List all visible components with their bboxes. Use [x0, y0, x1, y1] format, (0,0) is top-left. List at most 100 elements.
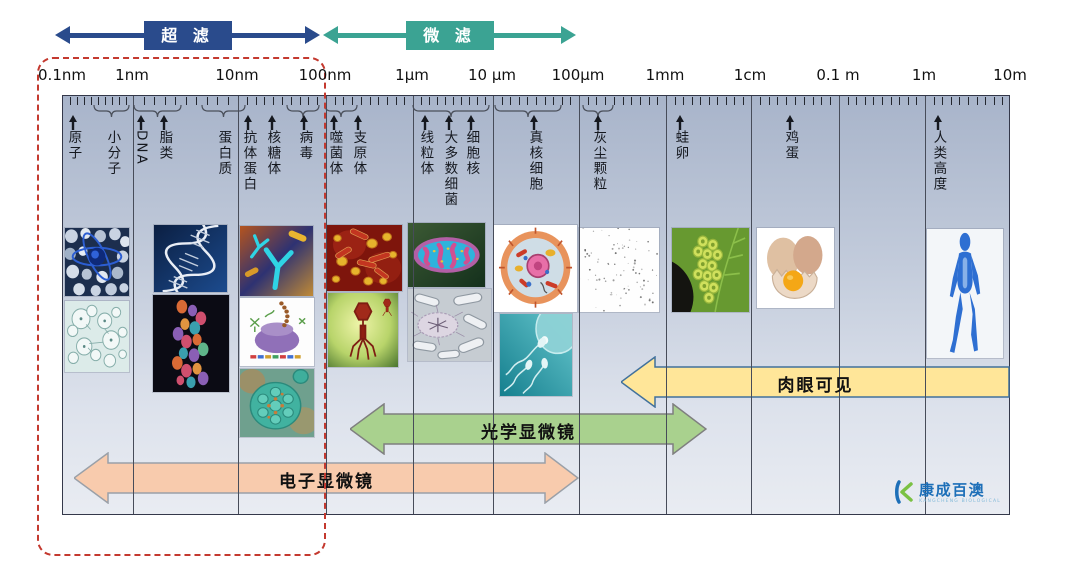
- ruler-tick: [290, 97, 292, 105]
- ruler-tick: [639, 97, 641, 105]
- decade-divider: [666, 96, 667, 514]
- decade-divider: [579, 96, 580, 514]
- ruler-tick: [847, 97, 849, 105]
- ruler-tick: [734, 97, 735, 105]
- scale-label: 0.1nm: [38, 66, 86, 84]
- ruler-tick: [890, 97, 892, 105]
- ruler-tick: [119, 97, 120, 105]
- kangcheng-logo: 康成百澳 KANGCHENG BIOLOGICAL: [893, 479, 1001, 509]
- ruler-tick: [334, 97, 336, 105]
- up-arrow-icon: [933, 115, 943, 130]
- item-marker: 蛙卵: [671, 115, 689, 161]
- up-arrow-icon: [136, 115, 146, 130]
- ruler-tick: [691, 97, 693, 105]
- naked-eye-range-arrow-label: 肉眼可见: [777, 376, 854, 396]
- ruler-tick: [759, 97, 761, 105]
- item-label: 灰尘颗粒: [590, 130, 607, 192]
- scale-chart: 康成百澳 KANGCHENG BIOLOGICAL 原子 小分子 DNA 脂类 蛋白质抗…: [62, 95, 1010, 515]
- ruler-tick: [725, 97, 727, 105]
- ruler-tick: [830, 97, 832, 105]
- ruler-tick: [437, 97, 438, 105]
- scale-label: 100nm: [298, 66, 352, 84]
- logo-company-name: 康成百澳: [919, 481, 986, 500]
- ruler-tick: [185, 97, 187, 105]
- ruler-tick: [587, 97, 589, 105]
- ruler-tick: [786, 97, 788, 105]
- scale-label: 10m: [993, 66, 1027, 84]
- ruler-tick: [536, 97, 537, 105]
- ultrafiltration-label: 超 滤: [143, 21, 232, 50]
- protein-structure-image: [153, 295, 229, 392]
- ruler-tick: [485, 97, 486, 105]
- item-label: 真核细胞: [526, 130, 543, 192]
- up-arrow-icon: [444, 115, 454, 130]
- ruler-tick: [352, 97, 354, 105]
- item-label: 人类高度: [930, 130, 947, 192]
- ruler-tick: [631, 97, 633, 105]
- human-body-image: [927, 229, 1003, 358]
- item-marker: 大多数细菌: [440, 115, 458, 208]
- ultrafiltration-arrowhead-left: [55, 26, 70, 44]
- ruler-tick: [282, 97, 283, 105]
- up-arrow-icon: [466, 115, 476, 130]
- ruler-tick: [421, 97, 422, 105]
- ruler-tick: [154, 97, 155, 105]
- bacteriophage-image: [328, 293, 398, 367]
- ruler-tick: [933, 97, 935, 105]
- decade-divider: [925, 96, 926, 514]
- item-marker: 人类高度: [929, 115, 947, 192]
- ruler-tick: [445, 97, 446, 105]
- item-marker: 鸡蛋: [781, 115, 799, 161]
- ruler-tick: [570, 97, 572, 105]
- ruler-tick: [683, 97, 684, 105]
- item-label: 噬菌体: [326, 130, 343, 177]
- ruler-tick: [112, 97, 113, 105]
- ruler-tick: [812, 97, 814, 105]
- up-arrow-icon: [299, 115, 309, 130]
- kangcheng-logo-icon: [893, 479, 915, 509]
- ruler-tick: [196, 97, 197, 105]
- ruler-tick: [105, 97, 106, 105]
- decade-divider: [413, 96, 414, 514]
- ruler-tick: [795, 97, 796, 105]
- ruler-tick: [821, 97, 823, 105]
- scale-label: 100μm: [551, 66, 605, 84]
- item-label: 小分子: [104, 130, 121, 177]
- microfiltration-label: 微 滤: [405, 21, 494, 50]
- ruler-tick: [461, 97, 462, 105]
- atom-model-image: [65, 228, 129, 296]
- decade-divider: [839, 96, 840, 514]
- ruler-tick: [596, 97, 598, 105]
- ruler-tick: [561, 97, 563, 105]
- ruler-tick: [217, 97, 218, 105]
- decade-divider: [238, 96, 239, 514]
- item-marker: 支原体: [349, 115, 367, 177]
- ruler-tick: [264, 97, 266, 105]
- item-marker: DNA: [132, 115, 150, 166]
- scale-label: 10 μm: [467, 66, 517, 84]
- ruler-tick: [803, 97, 805, 105]
- mitochondria-image: [408, 223, 485, 287]
- ruler-tick: [985, 97, 987, 105]
- microfiltration-arrowhead-right: [561, 26, 576, 44]
- up-arrow-icon: [329, 115, 339, 130]
- item-label: 脂类: [156, 130, 173, 161]
- scale-label: 1m: [911, 66, 937, 84]
- logo-company-subtext: KANGCHENG BIOLOGICAL: [919, 499, 1001, 505]
- scale-label: 1mm: [645, 66, 685, 84]
- ruler-tick: [453, 97, 454, 105]
- item-marker: 细胞核: [462, 115, 480, 177]
- item-marker: 线粒体: [416, 115, 434, 177]
- item-label: 线粒体: [417, 130, 434, 177]
- up-arrow-icon: [675, 115, 685, 130]
- ruler-tick: [175, 97, 176, 105]
- up-arrow-icon: [785, 115, 795, 130]
- up-arrow-icon: [529, 115, 539, 130]
- item-label: 大多数细菌: [441, 130, 458, 208]
- decade-divider: [751, 96, 752, 514]
- ruler-tick: [700, 97, 701, 105]
- antibody-image: [240, 226, 313, 296]
- ribosome-diagram-image: [240, 298, 314, 366]
- dna-helix-image: [154, 225, 227, 292]
